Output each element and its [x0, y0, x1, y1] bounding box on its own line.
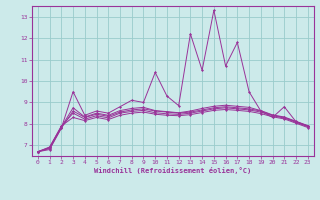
X-axis label: Windchill (Refroidissement éolien,°C): Windchill (Refroidissement éolien,°C)	[94, 167, 252, 174]
